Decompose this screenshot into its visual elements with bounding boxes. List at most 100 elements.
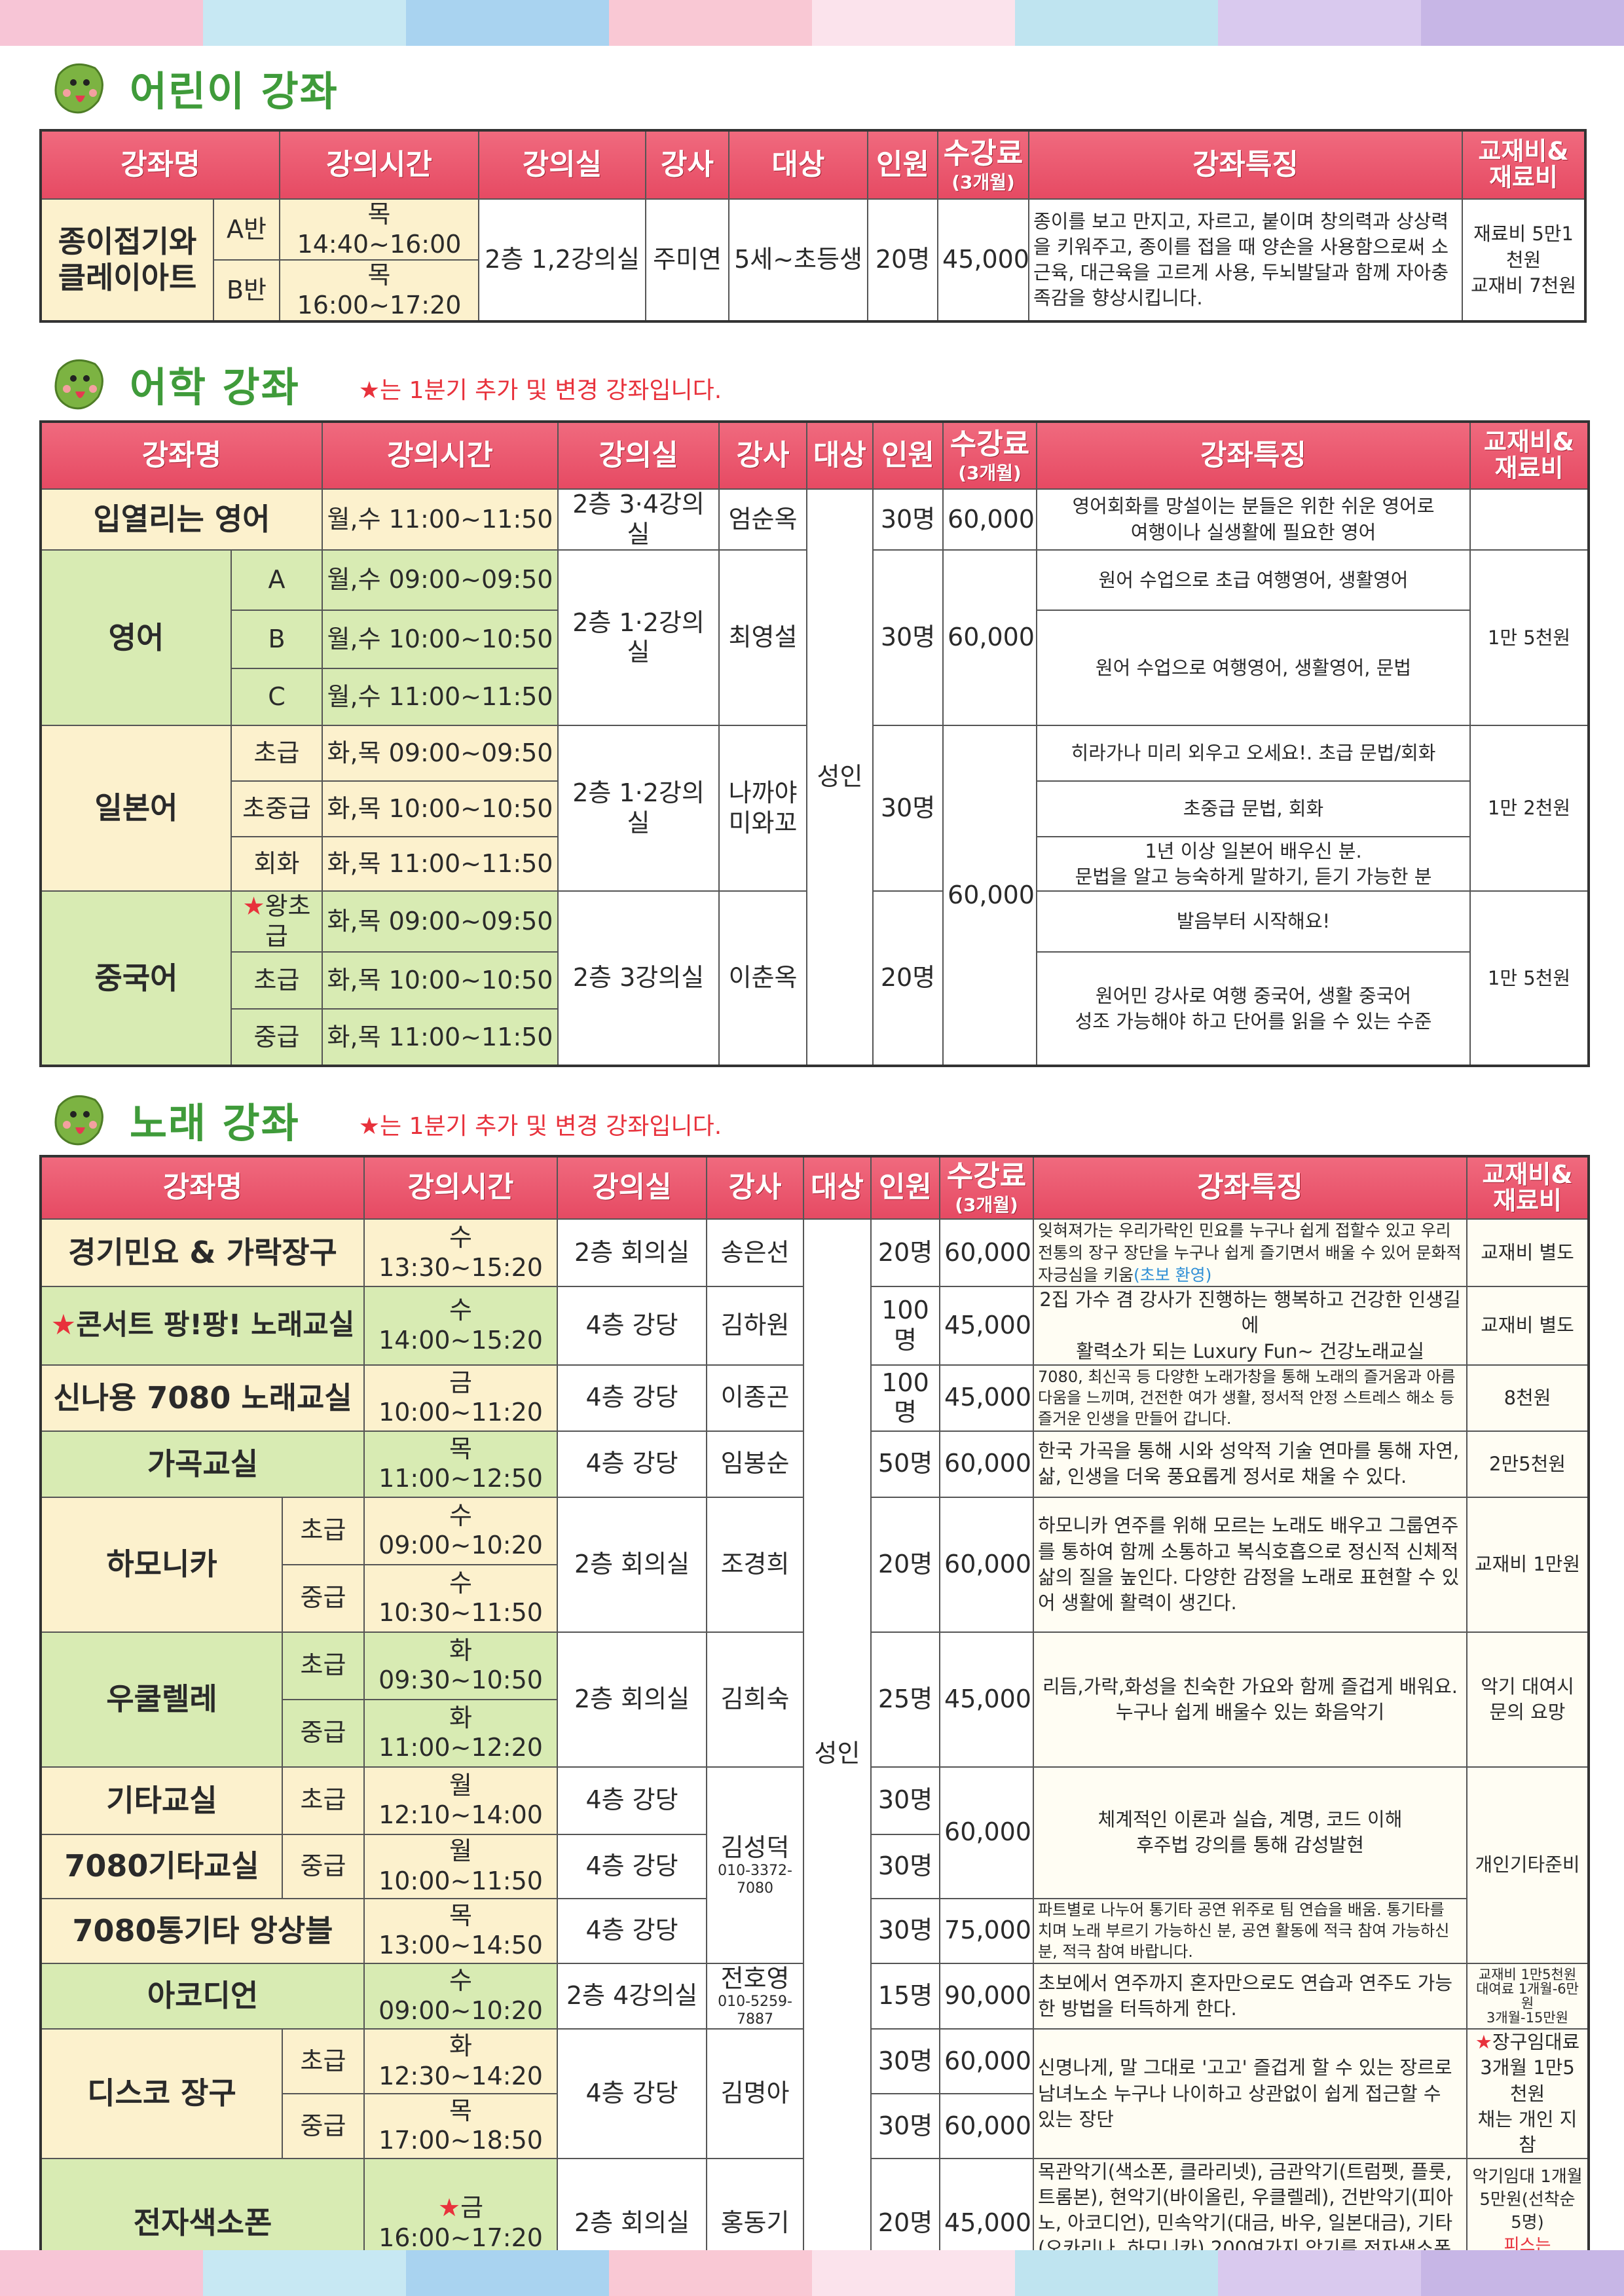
fee: 60,000 xyxy=(942,488,1038,551)
class-label: A반 xyxy=(212,198,281,261)
level: B xyxy=(230,610,323,670)
course-name: 우쿨렐레 xyxy=(40,1631,283,1768)
level: 초급 xyxy=(281,1766,365,1835)
class-time: 월,수 09:00~09:50 xyxy=(322,549,559,611)
top-color-strip xyxy=(0,0,1624,46)
song-course-table: 강좌명 강의시간 강의실 강사 대상 인원 수강료 (3개월) 강좌특징 교재비&… xyxy=(39,1155,1591,2290)
course-name: 가곡교실 xyxy=(39,1430,365,1498)
course-name: 신나용 7080 노래교실 xyxy=(39,1364,365,1432)
fee: 45,000 xyxy=(939,1631,1035,1768)
table-row: 가곡교실 목 11:00~12:50 4층 강당 임봉순 50명 60,000 … xyxy=(39,1430,1590,1498)
header-desc: 강좌특징 xyxy=(1033,1156,1468,1220)
target: 성인 xyxy=(803,1218,872,2289)
description: 원어 수업으로 여행영어, 생활영어, 문법 xyxy=(1036,610,1471,727)
room: 4층 강당 xyxy=(557,1364,708,1432)
level: A xyxy=(230,549,323,611)
course-name: 영어 xyxy=(40,549,232,727)
class-time: 월,수 11:00~11:50 xyxy=(322,488,559,551)
material: 1만 2천원 xyxy=(1469,725,1590,892)
table-row: 초중급 화,목 10:00~10:50 초중급 문법, 회화 xyxy=(41,780,1589,838)
section-title: 노래 강좌 xyxy=(130,1099,300,1147)
material: 재료비 5만1천원 교재비 7천원 xyxy=(1462,198,1587,323)
teacher: 김하원 xyxy=(706,1286,805,1366)
room: 4층 강당 xyxy=(557,1430,708,1498)
count: 30명 xyxy=(872,549,944,727)
table-row: 7080통기타 앙상블 목 13:00~14:50 4층 강당 30명 75,0… xyxy=(39,1897,1589,1964)
header-count: 인원 xyxy=(867,130,939,200)
class-time: 화,목 10:00~10:50 xyxy=(322,951,559,1010)
room: 2층 회의실 xyxy=(557,1631,708,1768)
header-count: 인원 xyxy=(872,421,944,490)
table-row: 우쿨렐레 초급 화 09:30~10:50 2층 회의실 김희숙 25명 45,… xyxy=(40,1631,1590,1768)
material: 2만5천원 xyxy=(1466,1430,1590,1498)
header-target: 대상 xyxy=(728,130,869,200)
fee: 75,000 xyxy=(939,1897,1035,1964)
fee: 45,000 xyxy=(939,1286,1035,1366)
description: 1년 이상 일본어 배우신 분. 문법을 알고 능숙하게 말하기, 듣기 가능한… xyxy=(1036,836,1471,892)
count: 20명 xyxy=(870,1496,941,1633)
table-row: B반 목 16:00~17:20 xyxy=(41,259,1585,323)
count: 100명 xyxy=(870,1286,941,1366)
count: 100명 xyxy=(870,1364,941,1432)
section-title: 어학 강좌 xyxy=(130,363,300,411)
header-name: 강좌명 xyxy=(39,421,323,490)
course-name: 일본어 xyxy=(40,725,232,892)
header-teacher: 강사 xyxy=(645,130,730,200)
material: 교재비 1만원 xyxy=(1466,1496,1590,1633)
material: ★장구임대료 3개월 1만5천원 채는 개인 지참 xyxy=(1466,2028,1590,2159)
table-row: 중국어 ★왕초급 화,목 09:00~09:50 2층 3강의실 이춘옥 20명… xyxy=(40,890,1590,1067)
teacher: 이종곤 xyxy=(706,1364,805,1432)
star-icon: ★ xyxy=(1475,2031,1492,2054)
room: 2층 1·2강의실 xyxy=(557,549,720,727)
fee: 60,000 xyxy=(939,1496,1035,1633)
table-row: 7080기타교실 중급 월 10:00~11:50 4층 강당 30명 xyxy=(40,1833,1589,1899)
class-time: 화 09:30~10:50 xyxy=(363,1631,559,1700)
green-bean-mascot-icon xyxy=(54,63,103,114)
header-room: 강의실 xyxy=(557,421,720,490)
level: 중급 xyxy=(281,1563,365,1633)
count: 20명 xyxy=(867,198,939,323)
table-row: 중급 화,목 11:00~11:50 xyxy=(41,1008,1589,1067)
star-icon: ★ xyxy=(437,2193,461,2223)
description: 파트별로 나누어 통기타 공연 위주로 팀 연습을 배움. 통기타를 치며 노래… xyxy=(1033,1897,1468,1964)
table-row: 회화 화,목 11:00~11:50 1년 이상 일본어 배우신 분. 문법을 … xyxy=(41,836,1589,892)
class-time: 목 14:40~16:00 xyxy=(279,198,480,261)
section-note: ★는 1분기 추가 및 변경 강좌입니다. xyxy=(358,377,722,404)
bottom-color-strip xyxy=(0,2250,1624,2296)
level: 초급 xyxy=(230,951,323,1010)
course-name: 디스코 장구 xyxy=(40,2028,283,2159)
room: 2층 1,2강의실 xyxy=(478,198,647,323)
table-header-row: 강좌명 강의시간 강의실 강사 대상 인원 수강료 (3개월) 강좌특징 교재비&… xyxy=(39,1156,1590,1220)
teacher: 임봉순 xyxy=(706,1430,805,1498)
class-time: 목 13:00~14:50 xyxy=(363,1897,559,1964)
kids-course-table: 강좌명 강의시간 강의실 강사 대상 인원 수강료 (3개월) 강좌특징 교재비&… xyxy=(39,129,1587,323)
teacher: 김희숙 xyxy=(706,1631,805,1768)
material: 개인기타준비 xyxy=(1466,1766,1590,1964)
lang-course-table: 강좌명 강의시간 강의실 강사 대상 인원 수강료 (3개월) 강좌특징 교재비&… xyxy=(39,420,1591,1068)
fee: 60,000 xyxy=(942,725,1038,1067)
header-time: 강의시간 xyxy=(322,421,559,490)
green-bean-mascot-icon xyxy=(54,359,103,410)
room: 2층 3강의실 xyxy=(557,890,720,1067)
star-icon: ★ xyxy=(50,1309,77,1342)
room: 2층 회의실 xyxy=(557,1218,708,1288)
teacher: 김명아 xyxy=(706,2028,805,2159)
target: 성인 xyxy=(806,488,874,1067)
class-time: 월,수 10:00~10:50 xyxy=(322,610,559,670)
section-title: 어린이 강좌 xyxy=(130,67,339,115)
header-desc: 강좌특징 xyxy=(1028,130,1464,200)
class-time: 수 09:00~10:20 xyxy=(363,1962,559,2030)
class-time: 목 11:00~12:50 xyxy=(363,1430,559,1498)
material: 1만 5천원 xyxy=(1469,890,1590,1067)
course-name: 아코디언 xyxy=(39,1962,365,2030)
description: 신명나게, 말 그대로 '고고' 즐겁게 할 수 있는 장르로 남녀노소 누구나… xyxy=(1033,2028,1468,2159)
description: 잊혀져가는 우리가락인 민요를 누구나 쉽게 접할수 있고 우리전통의 장구 장… xyxy=(1033,1218,1468,1288)
teacher: 엄순옥 xyxy=(718,488,808,551)
course-name: 7080기타교실 xyxy=(40,1833,283,1899)
count: 30명 xyxy=(870,2093,941,2159)
description: 한국 가곡을 통해 시와 성악적 기술 연마를 통해 자연, 삶, 인생을 더욱… xyxy=(1033,1430,1468,1498)
description: 리듬,가락,화성을 친숙한 가요와 함께 즐겁게 배워요. 누구나 쉽게 배울수… xyxy=(1033,1631,1468,1768)
section-lang-title: 어학 강좌 ★는 1분기 추가 및 변경 강좌입니다. xyxy=(46,351,722,416)
table-row: C 월,수 11:00~11:50 xyxy=(41,668,1589,727)
description: 초보에서 연주까지 혼자만으로도 연습과 연주도 가능한 방법을 터득하게 한다… xyxy=(1033,1962,1468,2030)
